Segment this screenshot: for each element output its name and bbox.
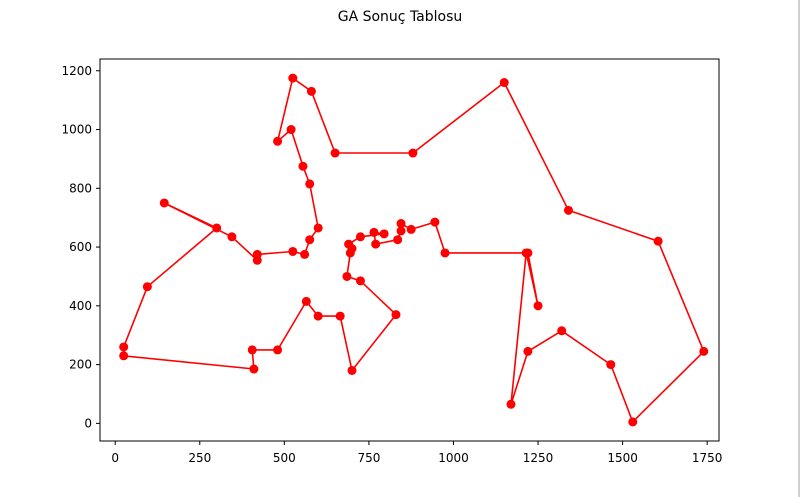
x-tick-label: 1500 [607,451,638,465]
x-tick-label: 1000 [438,451,469,465]
y-tick-label: 400 [69,299,92,313]
city-point [288,73,298,83]
x-tick-label: 0 [111,451,119,465]
y-axis: 0 200 400 600 800 1000 1200 [61,64,100,430]
city-point [298,161,308,171]
y-tick-label: 1200 [61,64,92,78]
city-point [305,179,315,189]
city-point [563,205,573,215]
city-point [653,236,663,246]
city-point [557,326,567,336]
city-point [273,345,283,355]
city-point [699,346,709,356]
city-point [330,148,340,158]
city-point [406,224,416,234]
city-point [396,226,406,236]
x-tick-label: 1250 [523,451,554,465]
city-point [142,282,152,292]
city-point [252,249,262,259]
city-point [212,223,222,233]
city-point [313,311,323,321]
city-point [499,78,509,88]
chart-title: GA Sonuç Tablosu [338,9,463,25]
plot-frame [99,58,720,442]
x-tick-label: 250 [188,451,211,465]
city-point [391,310,401,320]
city-point [393,235,403,245]
city-point [335,311,345,321]
city-point [408,148,418,158]
city-point [247,345,257,355]
x-tick-label: 750 [357,451,380,465]
y-tick-label: 0 [84,416,92,430]
city-point [347,365,357,375]
city-point [523,346,533,356]
city-point [119,342,129,352]
city-point [506,399,516,409]
city-point [159,198,169,208]
city-point [371,239,381,249]
city-point [273,136,283,146]
city-points [119,73,709,427]
city-point [288,246,298,256]
city-point [533,301,543,311]
y-tick-label: 800 [69,181,92,195]
city-point [119,351,129,361]
city-point [306,86,316,96]
city-point [313,223,323,233]
city-point [606,360,616,370]
city-point [396,219,406,229]
city-point [355,232,365,242]
city-point [628,417,638,427]
city-point [249,364,259,374]
x-axis: 0 250 500 750 1000 1250 1500 1750 [111,441,722,465]
city-point [379,229,389,239]
city-point [227,232,237,242]
y-tick-label: 600 [69,240,92,254]
city-point [345,248,355,258]
city-point [300,249,310,259]
x-tick-label: 1750 [692,451,723,465]
y-tick-label: 200 [69,358,92,372]
city-point [305,235,315,245]
city-point [523,248,533,258]
city-point [342,271,352,281]
city-point [440,248,450,258]
y-tick-label: 1000 [61,123,92,137]
plot-area [100,59,719,441]
x-tick-label: 500 [273,451,296,465]
city-point [286,125,296,135]
city-point [430,217,440,227]
city-point [301,296,311,306]
city-point [369,227,379,237]
city-point [355,276,365,286]
